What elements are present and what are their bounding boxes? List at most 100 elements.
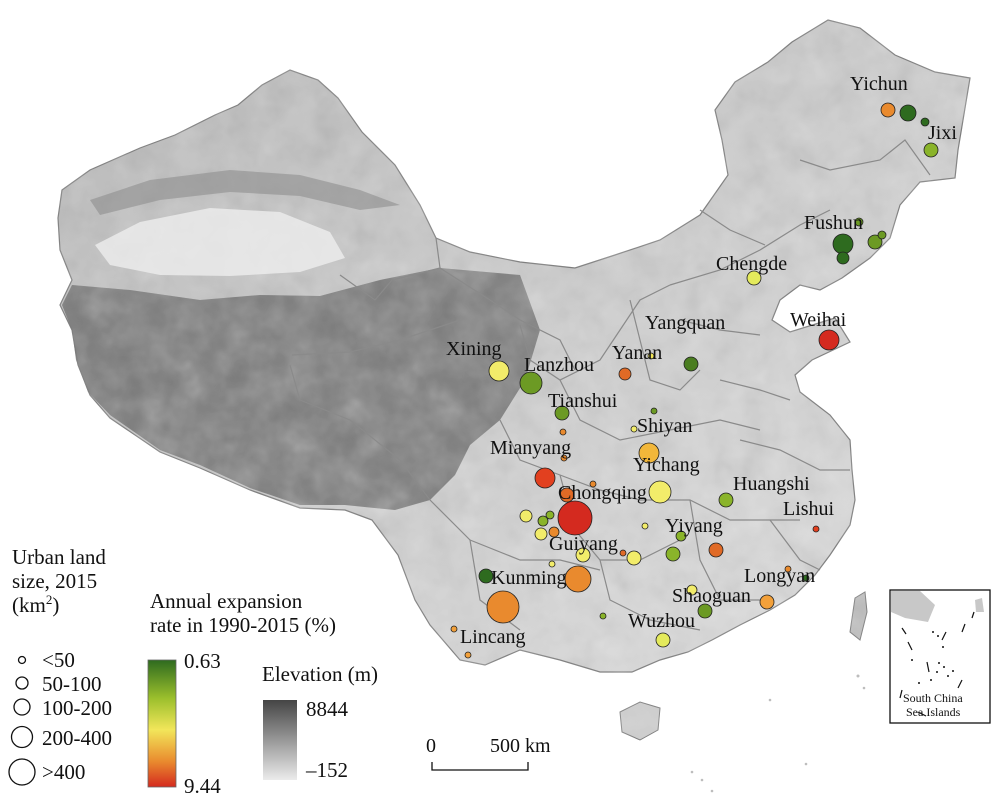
tibetan-plateau <box>62 268 540 510</box>
city-marker <box>519 371 543 395</box>
city-label-yangquan: Yangquan <box>645 312 725 334</box>
city-label-fushun: Fushun <box>804 212 863 234</box>
rate-max-label: 0.63 <box>184 649 221 673</box>
city-label-huangshi: Huangshi <box>733 473 810 495</box>
city-marker <box>626 550 642 566</box>
city-marker <box>548 526 560 538</box>
expansion-rate-colorbar <box>147 659 177 788</box>
rate-legend-title: Annual expansion rate in 1990-2015 (%) <box>150 589 336 637</box>
city-marker <box>557 500 593 536</box>
city-label-shiyan: Shiyan <box>637 415 693 437</box>
elevation-colorbar <box>263 700 297 780</box>
city-marker <box>648 480 672 504</box>
elevation-legend-title: Elevation (m) <box>262 662 379 686</box>
size-legend-title-line1: Urban land <box>12 545 106 569</box>
scale-bar: 0 500 km <box>426 735 551 771</box>
city-marker <box>548 560 556 568</box>
south-china-sea-inset: South China Sea Islands <box>889 589 991 724</box>
city-label-yichang: Yichang <box>633 454 700 476</box>
city-marker <box>832 233 854 255</box>
city-marker <box>746 270 762 286</box>
elevation-max-label: 8844 <box>306 697 348 721</box>
city-marker <box>486 590 520 624</box>
city-marker <box>818 329 840 351</box>
size-legend-symbols <box>8 655 36 786</box>
city-marker <box>854 217 864 227</box>
scale-500-label: 500 km <box>490 735 551 757</box>
city-label-longyan: Longyan <box>744 565 815 587</box>
city-marker <box>589 480 597 488</box>
size-symbol-lt50 <box>17 655 27 665</box>
size-class-lt50: <50 <box>42 648 75 672</box>
city-marker <box>488 360 510 382</box>
city-marker <box>537 515 549 527</box>
city-label-guiyang: Guiyang <box>549 533 618 555</box>
city-label-tianshui: Tianshui <box>548 390 618 412</box>
city-label-yichun: Yichun <box>850 73 908 95</box>
city-marker <box>880 102 896 118</box>
size-class-gt400: >400 <box>42 760 86 784</box>
city-marker <box>478 568 494 584</box>
city-marker <box>802 574 810 582</box>
tarim-basin <box>95 208 345 276</box>
city-marker <box>650 407 658 415</box>
city-marker <box>836 251 850 265</box>
city-marker <box>708 542 724 558</box>
city-marker <box>923 142 939 158</box>
city-label-chongqing: Chongqing <box>558 482 647 504</box>
inset-label-line1: South China <box>903 691 963 705</box>
coastal-islands <box>690 674 866 793</box>
size-legend-unit-prefix: (km <box>12 593 46 618</box>
city-marker <box>564 565 592 593</box>
size-symbol-gt400 <box>8 758 36 786</box>
city-marker <box>575 547 591 563</box>
city-labels: Yichun Jixi Fushun Chengde Weihai Yangqu… <box>446 73 957 648</box>
inset-label-line2: Sea Islands <box>906 705 961 719</box>
city-marker <box>899 104 917 122</box>
size-legend-title-line3: (km2) <box>12 592 106 618</box>
city-marker <box>665 546 681 562</box>
city-marker <box>718 492 734 508</box>
city-marker <box>641 522 649 530</box>
city-markers <box>450 102 939 659</box>
city-marker <box>630 425 638 433</box>
city-marker <box>867 234 883 250</box>
size-class-50-100: 50-100 <box>42 672 102 696</box>
size-class-100-200: 100-200 <box>42 696 112 720</box>
city-marker <box>534 467 556 489</box>
city-marker <box>534 527 548 541</box>
city-marker <box>560 454 568 462</box>
city-marker <box>647 352 655 360</box>
city-marker <box>450 625 458 633</box>
city-marker <box>638 442 660 464</box>
size-symbol-50-100 <box>15 676 29 690</box>
city-marker <box>675 530 687 542</box>
tianshan-range <box>90 170 400 215</box>
elevation-min-label: –152 <box>306 758 348 782</box>
city-label-yanan: Yanan <box>612 342 662 364</box>
size-legend-title: Urban land size, 2015 (km2) <box>12 545 106 617</box>
size-symbol-200-400 <box>10 725 34 749</box>
scale-zero-label: 0 <box>426 735 436 757</box>
city-marker <box>655 632 671 648</box>
city-marker <box>877 230 887 240</box>
city-marker <box>554 405 570 421</box>
rate-min-label: 9.44 <box>184 774 221 798</box>
size-symbol-100-200 <box>13 698 31 716</box>
size-legend-unit-sup: 2 <box>45 592 53 608</box>
city-marker <box>545 510 555 520</box>
city-label-weihai: Weihai <box>790 309 847 331</box>
city-marker <box>599 612 607 620</box>
city-label-shaoguan: Shaoguan <box>672 585 751 607</box>
rate-legend-title-line2: rate in 1990-2015 (%) <box>150 613 337 638</box>
city-marker <box>686 584 698 596</box>
city-label-lanzhou: Lanzhou <box>524 354 594 376</box>
city-marker <box>812 525 820 533</box>
city-label-yiyang: Yiyang <box>665 515 723 537</box>
city-marker <box>619 549 627 557</box>
rate-legend-title-line1: Annual expansion <box>150 589 303 613</box>
city-marker <box>759 594 775 610</box>
city-label-wuzhou: Wuzhou <box>628 610 695 632</box>
city-label-chengde: Chengde <box>716 253 787 275</box>
